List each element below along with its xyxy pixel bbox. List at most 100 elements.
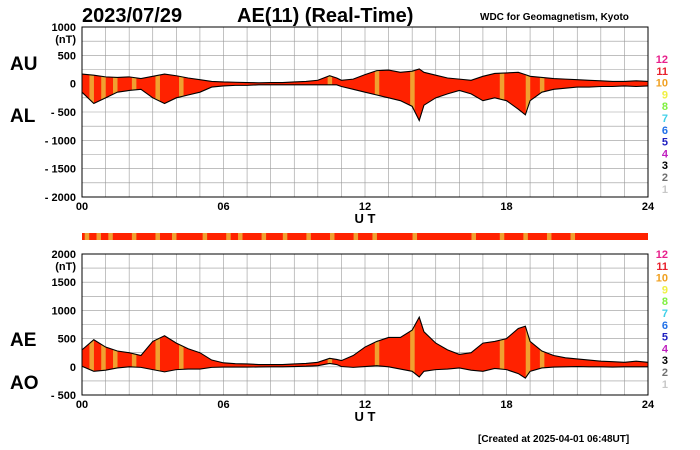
highlight-band bbox=[499, 68, 505, 121]
station-key-label: 5 bbox=[662, 332, 668, 344]
strip-band bbox=[353, 233, 359, 240]
y-unit-label: (nT) bbox=[55, 261, 76, 273]
strip-band bbox=[171, 233, 177, 240]
highlight-band bbox=[179, 68, 184, 121]
highlight-band bbox=[179, 317, 184, 379]
station-key-label: 5 bbox=[662, 137, 668, 149]
strip-band bbox=[282, 233, 288, 240]
station-key-label: 8 bbox=[662, 101, 668, 113]
plot-frame bbox=[81, 26, 649, 198]
station-key-label: 2 bbox=[662, 172, 668, 184]
x-tick-label: 00 bbox=[76, 201, 88, 213]
highlight-band bbox=[89, 68, 94, 121]
station-key-label: 7 bbox=[662, 308, 668, 320]
highlight-band bbox=[155, 68, 160, 121]
y-tick-label: - 1000 bbox=[45, 135, 76, 147]
source-label: WDC for Geomagnetism, Kyoto bbox=[480, 12, 629, 23]
station-key-label: 8 bbox=[662, 296, 668, 308]
strip-band bbox=[523, 233, 528, 240]
y-tick-label: 0 bbox=[70, 79, 76, 91]
x-tick-label: 06 bbox=[217, 201, 229, 213]
chart-date: 2023/07/29 bbox=[82, 5, 182, 27]
strip-band bbox=[84, 233, 90, 240]
station-key-label: 11 bbox=[656, 261, 668, 273]
x-tick-label: 18 bbox=[500, 201, 512, 213]
series-label-upper: AU bbox=[10, 54, 37, 75]
strip-band bbox=[412, 233, 418, 240]
highlight-band bbox=[525, 68, 531, 121]
series-line-al bbox=[81, 84, 649, 122]
station-key-label: 2 bbox=[662, 367, 668, 379]
y-tick-label: - 2000 bbox=[45, 192, 76, 204]
station-key-label: 6 bbox=[662, 320, 668, 332]
series-line-au bbox=[81, 68, 649, 84]
coverage-strip bbox=[82, 233, 648, 240]
x-tick-label: 24 bbox=[642, 201, 655, 213]
station-key-label: 11 bbox=[656, 66, 668, 78]
highlight-band bbox=[410, 68, 415, 121]
highlight-band bbox=[155, 317, 160, 379]
y-tick-label: 2000 bbox=[52, 249, 76, 261]
y-tick-label: 500 bbox=[58, 50, 76, 62]
x-axis-label: U T bbox=[355, 409, 376, 424]
y-tick-label: - 1500 bbox=[45, 164, 76, 176]
station-key-label: 3 bbox=[662, 355, 668, 367]
series-label-lower: AO bbox=[10, 373, 39, 394]
strip-band bbox=[96, 233, 102, 240]
station-key-label: 9 bbox=[662, 284, 668, 296]
y-tick-label: 500 bbox=[58, 334, 76, 346]
strip-band bbox=[471, 233, 476, 240]
x-tick-label: 12 bbox=[359, 201, 371, 213]
highlight-band bbox=[525, 317, 531, 379]
y-tick-label: 0 bbox=[70, 362, 76, 374]
top-panel: 1000 500 0 - 500 - 1000 - 1500 - 2000 (nT) 00 06 1… bbox=[10, 22, 669, 226]
plot-frame bbox=[81, 253, 649, 396]
strip-band bbox=[372, 233, 377, 240]
y-tick-label: 1500 bbox=[52, 277, 76, 289]
strip-band bbox=[131, 233, 137, 240]
station-key-label: 12 bbox=[656, 54, 668, 66]
series-line-ae bbox=[81, 315, 649, 366]
chart-title: AE(11) (Real-Time) bbox=[237, 5, 413, 27]
highlight-band bbox=[101, 317, 106, 379]
station-key-label: 1 bbox=[662, 184, 668, 196]
x-tick-label: 00 bbox=[76, 399, 88, 411]
strip-band bbox=[546, 233, 552, 240]
series-line-ao bbox=[81, 362, 648, 379]
highlight-band bbox=[499, 317, 505, 379]
strip-band bbox=[155, 233, 160, 240]
x-tick-label: 18 bbox=[500, 399, 512, 411]
series-label-lower: AL bbox=[10, 106, 36, 127]
strip-band bbox=[261, 233, 267, 240]
highlight-band bbox=[101, 68, 106, 121]
created-timestamp: [Created at 2025-04-01 06:48UT] bbox=[478, 434, 629, 445]
y-tick-label: - 500 bbox=[51, 107, 76, 119]
x-tick-label: 06 bbox=[217, 399, 229, 411]
station-key-label: 7 bbox=[662, 113, 668, 125]
strip-band bbox=[570, 233, 576, 240]
strip-band bbox=[306, 233, 311, 240]
station-key-label: 4 bbox=[662, 343, 669, 355]
highlight-band bbox=[374, 317, 380, 379]
strip-band bbox=[329, 233, 335, 240]
strip-band bbox=[238, 233, 243, 240]
station-key-label: 9 bbox=[662, 89, 668, 101]
y-tick-label: - 500 bbox=[51, 390, 76, 402]
highlight-band bbox=[410, 317, 415, 379]
y-tick-label: 1000 bbox=[52, 22, 76, 34]
y-tick-label: 1000 bbox=[52, 305, 76, 317]
strip-band bbox=[226, 233, 231, 240]
x-tick-label: 12 bbox=[359, 399, 371, 411]
y-unit-label: (nT) bbox=[55, 34, 76, 46]
station-key-label: 3 bbox=[662, 160, 668, 172]
station-key-label: 12 bbox=[656, 249, 668, 261]
strip-band bbox=[108, 233, 113, 240]
strip-band bbox=[499, 233, 505, 240]
series-label-upper: AE bbox=[10, 330, 36, 351]
station-key-label: 10 bbox=[656, 78, 668, 90]
highlight-band bbox=[89, 317, 94, 379]
strip-band bbox=[202, 233, 208, 240]
